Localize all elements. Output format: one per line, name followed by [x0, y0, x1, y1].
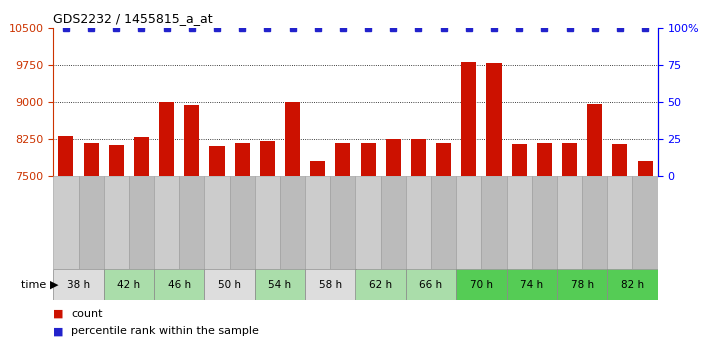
Bar: [582, 176, 607, 269]
Bar: [255, 176, 280, 269]
Text: ■: ■: [53, 326, 64, 336]
Bar: [456, 176, 481, 269]
Bar: [633, 176, 658, 269]
Bar: [331, 176, 356, 269]
Bar: [84, 142, 99, 176]
Bar: [506, 176, 532, 269]
Bar: [280, 176, 305, 269]
Bar: [557, 176, 582, 269]
Bar: [129, 176, 154, 269]
Bar: [532, 176, 557, 269]
Bar: [406, 269, 456, 300]
Bar: [537, 142, 552, 176]
Text: 38 h: 38 h: [67, 280, 90, 289]
Text: ▶: ▶: [50, 280, 58, 289]
Bar: [587, 104, 602, 176]
Text: 42 h: 42 h: [117, 280, 141, 289]
Bar: [456, 269, 506, 300]
Bar: [205, 176, 230, 269]
Bar: [411, 139, 426, 176]
Bar: [310, 161, 325, 176]
Bar: [53, 176, 78, 269]
Text: 50 h: 50 h: [218, 280, 241, 289]
Text: 58 h: 58 h: [319, 280, 342, 289]
Text: 54 h: 54 h: [268, 280, 292, 289]
Bar: [360, 142, 375, 176]
Bar: [607, 176, 633, 269]
Bar: [285, 101, 300, 176]
Text: ■: ■: [53, 309, 64, 319]
Bar: [305, 176, 331, 269]
Bar: [486, 63, 501, 176]
Bar: [385, 139, 401, 176]
Bar: [184, 105, 199, 176]
Bar: [638, 161, 653, 176]
Bar: [461, 62, 476, 176]
Text: 70 h: 70 h: [470, 280, 493, 289]
Bar: [557, 269, 607, 300]
Bar: [562, 142, 577, 176]
Text: percentile rank within the sample: percentile rank within the sample: [71, 326, 259, 336]
Bar: [356, 176, 380, 269]
Bar: [305, 269, 356, 300]
Bar: [612, 144, 627, 176]
Bar: [436, 142, 451, 176]
Text: 82 h: 82 h: [621, 280, 644, 289]
Text: 74 h: 74 h: [520, 280, 543, 289]
Bar: [109, 145, 124, 176]
Bar: [104, 269, 154, 300]
Text: count: count: [71, 309, 102, 319]
Bar: [179, 176, 205, 269]
Text: 66 h: 66 h: [419, 280, 443, 289]
Bar: [406, 176, 431, 269]
Text: GDS2232 / 1455815_a_at: GDS2232 / 1455815_a_at: [53, 12, 213, 25]
Bar: [506, 269, 557, 300]
Bar: [159, 102, 174, 176]
Bar: [380, 176, 406, 269]
Bar: [58, 136, 73, 176]
Bar: [230, 176, 255, 269]
Bar: [607, 269, 658, 300]
Bar: [78, 176, 104, 269]
Bar: [336, 142, 351, 176]
Text: 46 h: 46 h: [168, 280, 191, 289]
Bar: [431, 176, 456, 269]
Bar: [255, 269, 305, 300]
Bar: [210, 146, 225, 176]
Bar: [512, 144, 527, 176]
Bar: [356, 269, 406, 300]
Text: time: time: [21, 280, 50, 289]
Bar: [481, 176, 506, 269]
Bar: [154, 176, 179, 269]
Bar: [104, 176, 129, 269]
Bar: [205, 269, 255, 300]
Bar: [235, 142, 250, 176]
Bar: [260, 141, 275, 176]
Bar: [154, 269, 205, 300]
Bar: [53, 269, 104, 300]
Bar: [134, 137, 149, 176]
Text: 62 h: 62 h: [369, 280, 392, 289]
Text: 78 h: 78 h: [570, 280, 594, 289]
